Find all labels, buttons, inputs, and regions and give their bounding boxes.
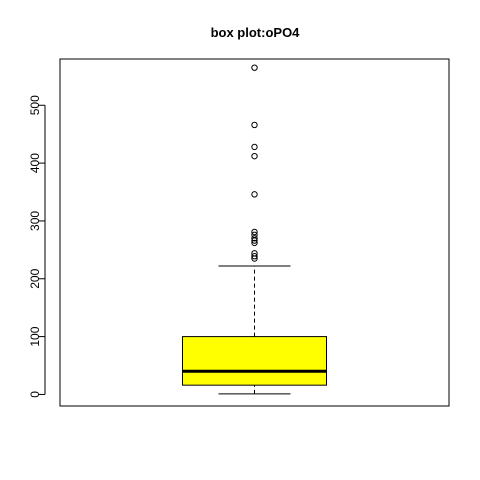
plot-frame [59,58,450,407]
y-tick-label: 400 [28,153,42,173]
y-tick-label: 300 [28,211,42,231]
outlier-point [251,231,258,239]
outlier-point [251,235,258,242]
y-tick-label: 500 [28,95,42,115]
outlier-point [251,152,258,160]
chart-title: box plot:oPO4 [211,25,301,40]
outlier-point [251,228,258,236]
interquartile-box [182,336,327,386]
outliers [251,64,258,262]
outlier-point [251,191,258,198]
outlier-point [251,253,258,260]
outlier-point [251,121,258,129]
outlier-point [251,239,258,247]
y-tick-label: 100 [28,326,42,346]
y-tick-label: 0 [28,391,42,398]
y-axis: 0 100 200 300 400 500 [28,95,46,398]
outlier-point [251,250,258,257]
outlier-point [251,64,258,71]
box-plot [182,265,327,395]
y-tick-label: 200 [28,268,42,288]
outlier-point [251,143,258,151]
